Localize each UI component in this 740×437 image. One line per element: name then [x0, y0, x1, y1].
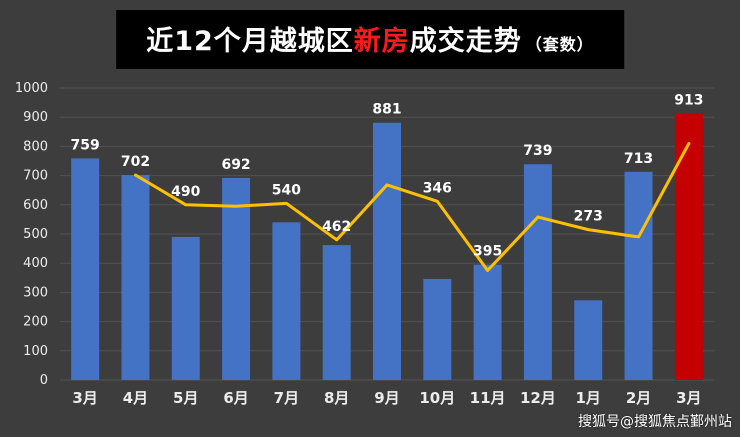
x-axis-label: 6月: [223, 389, 248, 407]
y-axis-tick-label: 1000: [15, 81, 48, 96]
y-axis-tick-label: 400: [23, 256, 48, 271]
x-axis-label: 10月: [419, 389, 455, 407]
x-axis-label: 11月: [470, 389, 506, 407]
bar: [423, 278, 452, 380]
x-axis-label: 9月: [374, 389, 399, 407]
x-axis-label: 3月: [676, 389, 701, 407]
trend-line: [133, 141, 691, 272]
bar-value-label: 540: [272, 182, 301, 198]
watermark-text: 搜狐号@搜狐焦点鄞州站: [578, 414, 732, 430]
y-axis-tick-label: 800: [23, 139, 48, 154]
chart-title-unit: （套数）: [525, 35, 594, 54]
bar: [71, 158, 100, 380]
bar: [322, 245, 351, 380]
bar: [121, 175, 150, 380]
chart-title: 近12个月越城区新房成交走势 （套数）: [116, 10, 624, 69]
y-axis-tick-label: 200: [23, 315, 48, 330]
x-axis-label: 8月: [324, 389, 349, 407]
chart-title-highlight: 新房: [353, 26, 410, 57]
y-axis-tick-label: 600: [23, 198, 48, 213]
x-axis-label: 5月: [173, 389, 198, 407]
x-axis-label: 7月: [274, 389, 299, 407]
bar: [674, 113, 703, 381]
x-axis-label: 4月: [123, 389, 148, 407]
bar: [272, 222, 301, 380]
bar-value-label: 759: [71, 137, 100, 153]
bar: [574, 300, 603, 380]
bar-value-label: 395: [473, 244, 502, 260]
bar-value-label: 692: [221, 157, 250, 173]
bar: [373, 122, 401, 381]
bar: [473, 264, 502, 380]
bar-value-label: 913: [674, 92, 703, 108]
bar-value-label: 346: [423, 180, 452, 196]
bar-value-label: 702: [121, 154, 150, 170]
chart-title-part1: 近12个月越城区: [146, 26, 354, 57]
bar-value-label: 713: [624, 151, 653, 167]
y-axis-tick-label: 300: [23, 285, 48, 300]
x-axis-label: 2月: [626, 389, 651, 407]
y-axis-tick-label: 100: [23, 344, 48, 359]
x-axis-label: 1月: [576, 389, 601, 407]
bar-value-label: 739: [523, 143, 552, 159]
chart-title-part2: 成交走势: [409, 26, 522, 57]
bar-value-label: 490: [171, 184, 200, 200]
x-axis-label: 12月: [520, 389, 556, 407]
bar-value-label: 273: [574, 209, 603, 225]
bar: [171, 236, 200, 380]
x-axis-label: 3月: [72, 389, 97, 407]
bar: [222, 177, 251, 380]
bar: [523, 164, 552, 380]
bar-value-label: 881: [372, 102, 401, 118]
y-axis-tick-label: 700: [23, 169, 48, 184]
y-axis-tick-label: 500: [23, 227, 48, 242]
y-axis-tick-label: 900: [23, 110, 48, 125]
bar: [624, 171, 653, 380]
y-axis-tick-label: 0: [40, 373, 48, 388]
bar-value-label: 462: [322, 219, 351, 235]
